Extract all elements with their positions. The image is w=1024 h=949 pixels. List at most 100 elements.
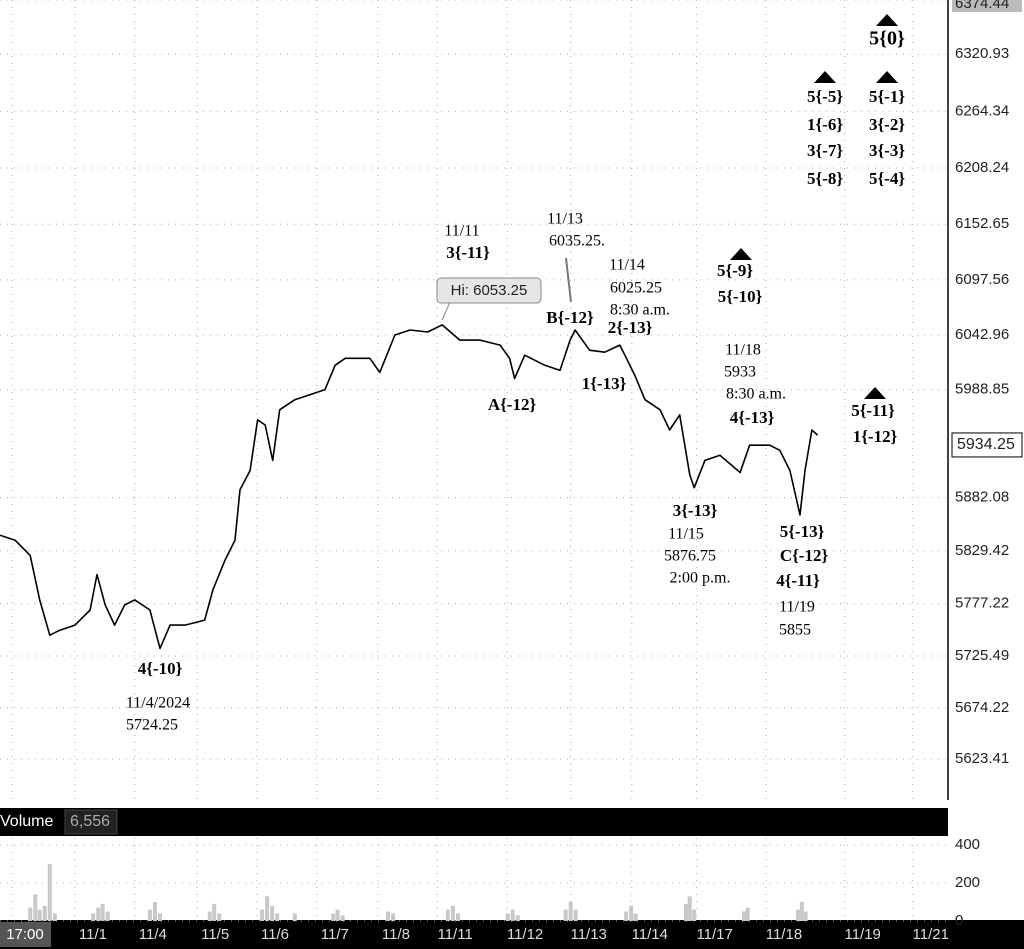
y-tick-label: 200 <box>955 874 980 891</box>
wave-annotation: 3{-7} <box>807 141 843 160</box>
wave-annotation: 1{-13} <box>582 374 627 393</box>
volume-bar <box>340 915 345 921</box>
y-tick-label: 6097.56 <box>955 271 1009 288</box>
volume-bar <box>28 907 33 921</box>
volume-bar <box>796 909 801 921</box>
wave-annotation: B{-12} <box>546 308 594 327</box>
price-line <box>0 324 819 650</box>
wave-annotation: 11/14 <box>609 257 645 274</box>
volume-bar <box>391 913 396 921</box>
x-tick-highlight <box>0 922 51 947</box>
volume-bar <box>331 913 336 921</box>
x-tick-label: 11/11 <box>437 926 472 943</box>
volume-bar <box>633 913 638 921</box>
y-tick-label: 6320.93 <box>955 45 1009 62</box>
x-tick-label: 11/18 <box>766 926 802 943</box>
wave-marker <box>730 248 752 260</box>
wave-annotation: 3{-3} <box>869 141 905 160</box>
y-tick-label: 6152.65 <box>955 215 1009 232</box>
volume-bar <box>803 911 808 921</box>
volume-bar <box>105 911 110 921</box>
y-tick-label: 0 <box>955 912 963 929</box>
wave-annotation: 8:30 a.m. <box>726 386 786 403</box>
volume-bar <box>450 905 455 921</box>
x-tick-label: 11/1 <box>79 926 107 943</box>
x-tick-label: 11/19 <box>844 926 880 943</box>
wave-annotation: A{-12} <box>488 395 537 414</box>
volume-value-box <box>64 809 118 835</box>
callout-pointer <box>441 301 451 321</box>
wave-annotation: 5{-5} <box>807 87 843 106</box>
pointer-line <box>565 257 572 303</box>
volume-bar <box>568 902 573 921</box>
wave-annotation: 5876.75 <box>664 548 716 565</box>
volume-bar <box>100 903 105 921</box>
wave-annotation: 11/4/2024 <box>126 695 190 712</box>
wave-annotation: C{-12} <box>780 546 829 565</box>
wave-annotation: 1{-6} <box>807 115 843 134</box>
x-tick-label: 11/13 <box>570 926 606 943</box>
wave-marker <box>876 71 898 83</box>
x-tick-label: 11/17 <box>696 926 732 943</box>
x-tick-label: 11/6 <box>261 926 289 943</box>
y-tick-label: 5988.85 <box>955 381 1009 398</box>
high-label: Hi: 6053.25 <box>451 282 528 299</box>
volume-bar <box>260 909 265 921</box>
volume-bar <box>573 909 578 921</box>
wave-annotation: 4{-10} <box>138 659 183 678</box>
x-tick-label: 11/8 <box>382 926 410 943</box>
volume-bar <box>386 911 391 921</box>
volume-bar <box>157 913 162 921</box>
x-axis-bar <box>0 920 1024 949</box>
x-tick-label: 11/7 <box>321 926 349 943</box>
volume-bar <box>265 896 270 921</box>
wave-annotation: 6025.25 <box>610 280 662 297</box>
wave-annotation: 5{-11} <box>851 401 895 420</box>
y-tick-label: 5725.49 <box>955 647 1009 664</box>
wave-annotation: 11/19 <box>779 599 815 616</box>
volume-bar <box>515 915 520 921</box>
wave-annotation: 5{-8} <box>807 169 843 188</box>
wave-annotation: 5{-10} <box>718 287 763 306</box>
wave-annotation: 5855 <box>779 622 811 639</box>
wave-annotation: 11/11 <box>444 223 479 240</box>
x-tick-label: 11/5 <box>201 926 229 943</box>
volume-bar <box>91 913 96 921</box>
wave-annotation: 5{-4} <box>869 169 905 188</box>
y-tick-label: 5829.42 <box>955 542 1009 559</box>
y-tick-label: 5623.41 <box>955 750 1009 767</box>
volume-bar <box>33 894 38 921</box>
wave-annotation: 11/13 <box>547 211 583 228</box>
y-tick-label: 5777.22 <box>955 595 1009 612</box>
volume-bar <box>207 911 212 921</box>
volume-bar <box>624 911 629 921</box>
last-price-box <box>951 432 1023 458</box>
wave-annotation: 4{-13} <box>730 408 775 427</box>
volume-bar <box>47 864 52 921</box>
y-tick-label: 6374.44 <box>955 0 1009 12</box>
volume-bar <box>152 902 157 921</box>
last-price-label: 5934.25 <box>957 436 1015 453</box>
wave-annotation: 6035.25. <box>549 233 605 250</box>
wave-annotation: 8:30 a.m. <box>610 302 670 319</box>
wave-annotation: 3{-13} <box>673 501 718 520</box>
volume-bar <box>692 909 697 921</box>
x-tick-label: 11/4 <box>139 926 167 943</box>
wave-marker <box>864 387 886 399</box>
wave-annotation: 5{-9} <box>717 261 753 280</box>
volume-bar <box>505 913 510 921</box>
x-tick-label: 11/21 <box>913 926 949 943</box>
high-callout <box>436 277 542 304</box>
wave-annotation: 4{-11} <box>776 571 820 590</box>
wave-annotation: 5{0} <box>869 28 905 50</box>
volume-title: Volume <box>0 813 53 830</box>
top-price-box <box>952 0 1022 12</box>
y-tick-label: 6208.24 <box>955 159 1009 176</box>
wave-annotation: 11/15 <box>668 526 704 543</box>
y-tick-label: 400 <box>955 836 980 853</box>
volume-bar <box>96 907 101 921</box>
volume-bar <box>42 905 47 921</box>
y-tick-label: 6042.96 <box>955 326 1009 343</box>
volume-bar <box>37 909 42 921</box>
